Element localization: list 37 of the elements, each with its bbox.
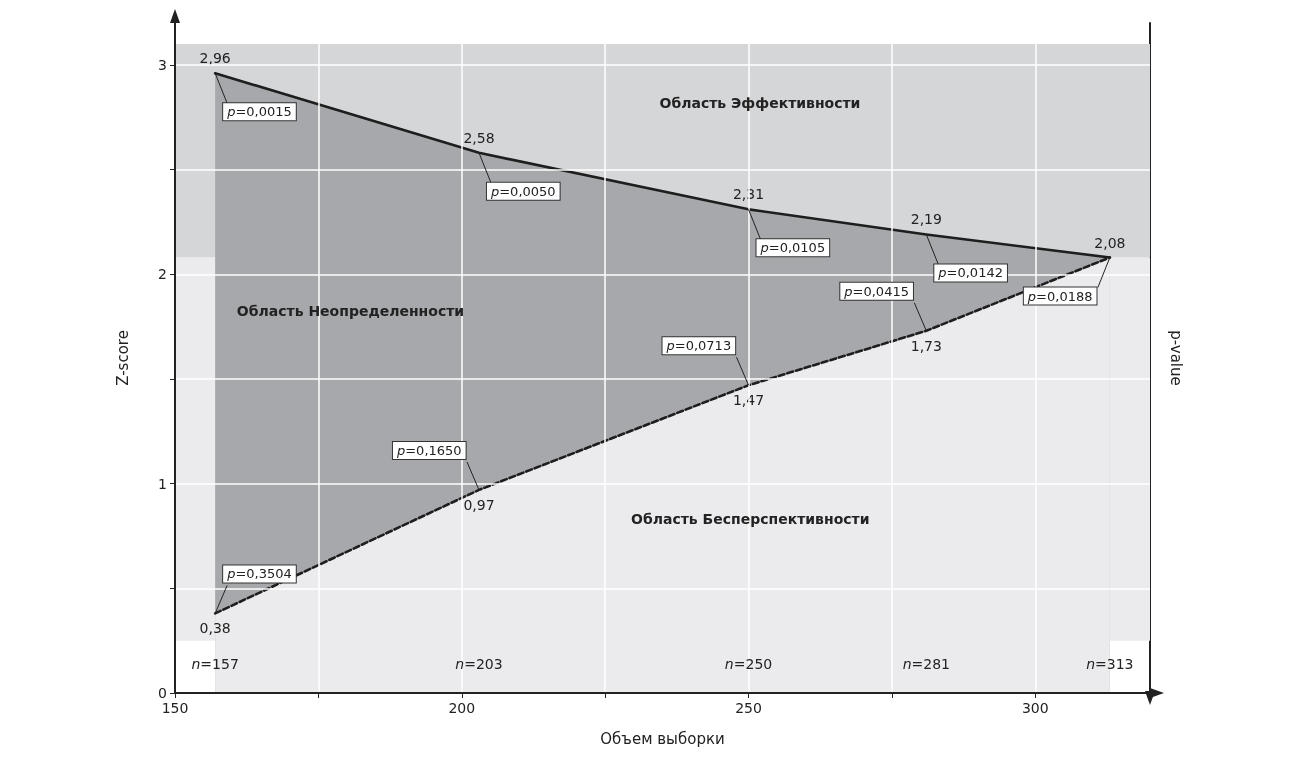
x-tick-label: 300 (1021, 700, 1049, 716)
y-tick-label: 1 (158, 475, 167, 492)
data-label: 1,47 (732, 392, 765, 409)
data-label: 2,96 (199, 50, 231, 67)
y-tick-label: 3 (158, 56, 167, 73)
annotation: p=0,0713 (665, 338, 732, 354)
y-tick-label: 2 (158, 266, 167, 283)
y2-axis-title: p-value (1166, 330, 1185, 386)
annotation: Область Эффективности (659, 95, 861, 112)
annotation: p=0,0415 (843, 283, 909, 299)
x-tick-label: 150 (161, 700, 189, 716)
data-label: 0,97 (463, 496, 495, 513)
data-label: 2,31 (732, 186, 765, 203)
annotation: p=0,0015 (226, 104, 292, 120)
x2-tick-label: n=203 (455, 656, 503, 672)
data-label: 0,38 (199, 620, 231, 637)
annotation: Область Бесперспективности (631, 510, 870, 527)
x-axis-title: Объем выборки (600, 729, 725, 748)
annotation: p=0,3504 (226, 566, 292, 582)
annotation: Область Неопределенности (236, 303, 465, 320)
y-tick-label: 0 (158, 685, 167, 701)
x-tick-label: 250 (735, 700, 762, 716)
x2-tick-label: n=250 (724, 656, 773, 672)
annotation: p=0,1650 (395, 442, 462, 458)
x2-tick-label: n=157 (191, 656, 239, 672)
data-label: 1,73 (910, 337, 942, 354)
data-label: 2,19 (910, 211, 942, 228)
x2-tick-label: n=281 (902, 656, 950, 672)
x-tick-label: 200 (448, 700, 476, 716)
data-label: 2,58 (463, 129, 495, 146)
annotation: p=0,0105 (759, 240, 826, 256)
annotation: p=0,0050 (489, 183, 556, 199)
y-axis-title: Z-score (113, 330, 132, 386)
data-label: 2,08 (1094, 234, 1126, 251)
annotation: p=0,0188 (1026, 288, 1093, 304)
x2-tick-label: n=313 (1086, 656, 1134, 672)
annotation: p=0,0142 (937, 265, 1003, 281)
